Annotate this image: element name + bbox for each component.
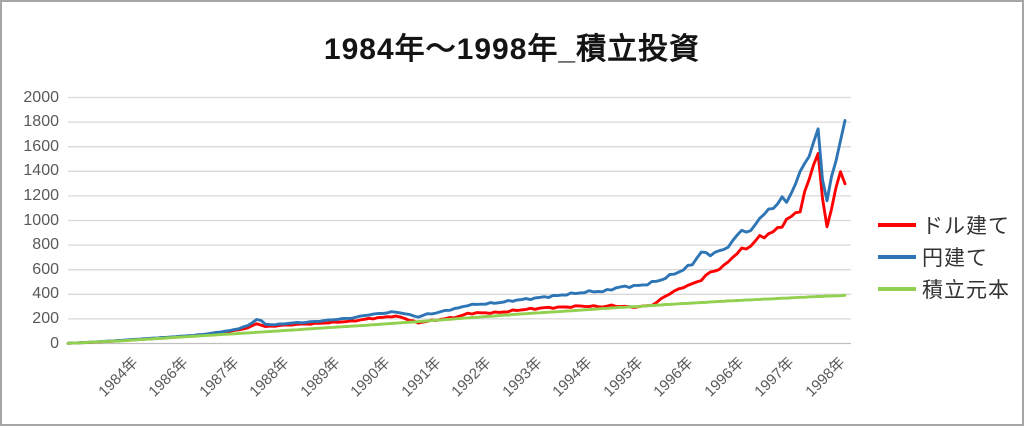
legend-item-dollar: ドル建て bbox=[878, 209, 1010, 241]
y-tick-label: 1800 bbox=[23, 113, 59, 131]
yen-line-swatch bbox=[878, 255, 916, 259]
series-line-2 bbox=[66, 293, 847, 345]
legend-item-principal: 積立元本 bbox=[878, 273, 1010, 305]
y-tick-label: 1600 bbox=[23, 137, 59, 155]
y-tick-label: 1000 bbox=[23, 211, 59, 229]
y-tick-label: 1200 bbox=[23, 186, 59, 204]
legend-item-yen: 円建て bbox=[878, 241, 1010, 273]
series-line-1 bbox=[66, 119, 847, 345]
y-tick-label: 0 bbox=[50, 334, 59, 352]
principal-line-swatch bbox=[878, 287, 916, 291]
chart-title: 1984年～1998年_積立投資 bbox=[323, 33, 701, 66]
legend-label-dollar: ドル建て bbox=[922, 215, 1010, 238]
y-tick-label: 400 bbox=[32, 285, 59, 303]
y-tick-label: 800 bbox=[32, 236, 59, 254]
y-tick-label: 200 bbox=[32, 309, 59, 327]
y-tick-label: 1400 bbox=[23, 162, 59, 180]
legend-label-principal: 積立元本 bbox=[922, 279, 1010, 302]
legend-label-yen: 円建て bbox=[922, 247, 988, 270]
dollar-line-swatch bbox=[878, 223, 916, 227]
y-tick-label: 2000 bbox=[23, 88, 59, 106]
legend: ドル建て 円建て 積立元本 bbox=[878, 209, 1010, 305]
y-tick-label: 600 bbox=[32, 260, 59, 278]
